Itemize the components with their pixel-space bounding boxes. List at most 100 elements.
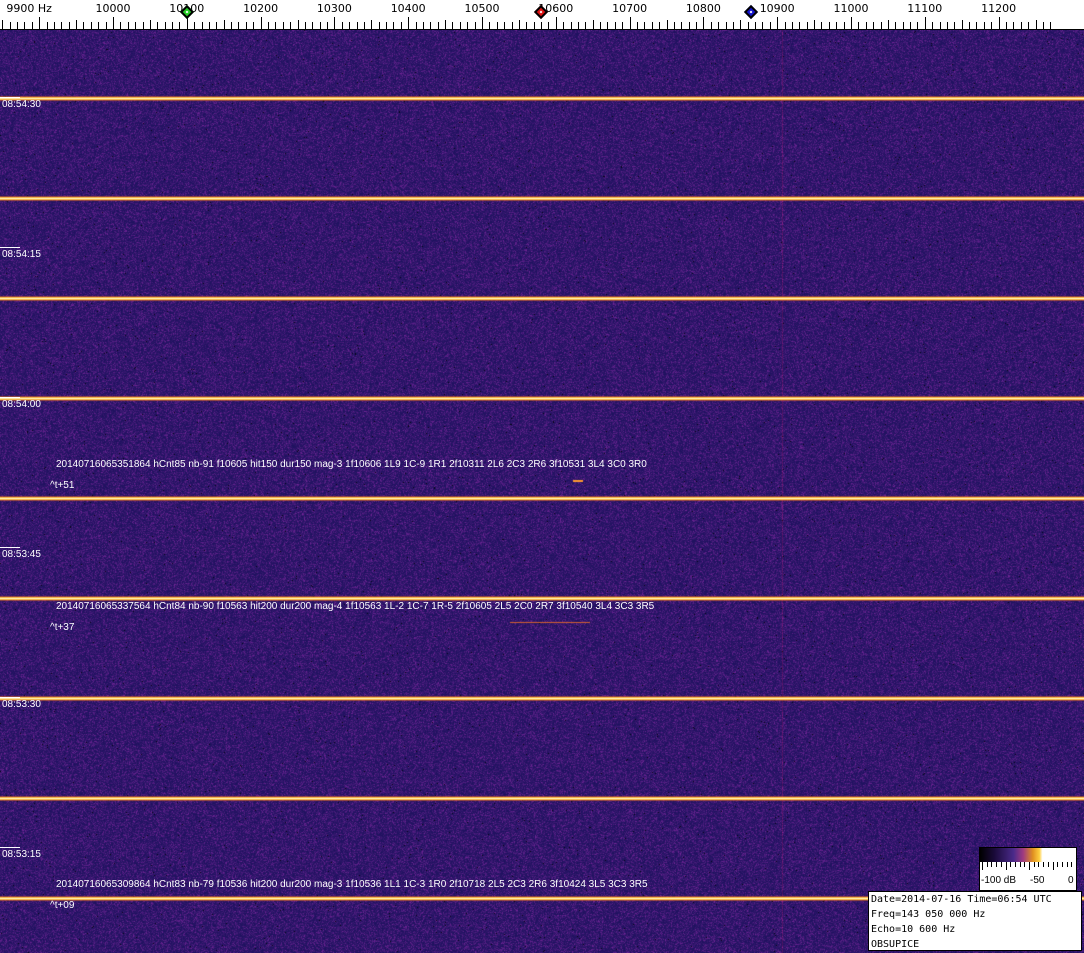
frequency-tick (903, 22, 904, 29)
colorbar-tick (1067, 862, 1068, 867)
frequency-tick (61, 22, 62, 29)
frequency-tick (925, 17, 926, 29)
frequency-tick (770, 22, 771, 29)
frequency-scale[interactable]: 9900 Hz100001010010200103001040010500106… (0, 0, 1084, 30)
frequency-label: 11200 (981, 2, 1016, 15)
time-marker-line (0, 97, 20, 98)
frequency-tick (917, 22, 918, 29)
frequency-label: 10400 (391, 2, 426, 15)
frequency-tick (622, 22, 623, 29)
colorbar-tick (1048, 862, 1049, 867)
frequency-tick (320, 22, 321, 29)
frequency-tick (209, 22, 210, 29)
frequency-tick (644, 22, 645, 29)
frequency-tick (231, 22, 232, 29)
colorbar-tick (1057, 862, 1058, 867)
frequency-tick (637, 22, 638, 29)
colorbar-tick (987, 862, 988, 867)
frequency-tick (571, 22, 572, 29)
frequency-tick (755, 22, 756, 29)
frequency-tick (98, 22, 99, 29)
frequency-label: 10800 (686, 2, 721, 15)
frequency-tick (681, 22, 682, 29)
colorbar-tick (982, 862, 983, 870)
colorbar-tick (996, 862, 997, 867)
frequency-tick (607, 22, 608, 29)
frequency-tick (386, 22, 387, 29)
frequency-tick (519, 20, 520, 29)
frequency-tick (268, 22, 269, 29)
frequency-tick (342, 22, 343, 29)
colorbar-tick (1062, 862, 1063, 867)
frequency-tick (689, 22, 690, 29)
frequency-tick (165, 22, 166, 29)
time-label: 08:54:30 (2, 99, 41, 110)
frequency-tick (327, 22, 328, 29)
frequency-tick (984, 22, 985, 29)
detection-annotation: 20140716065337564 hCnt84 nb-90 f10563 hi… (56, 601, 654, 612)
frequency-tick (954, 22, 955, 29)
frequency-tick (630, 17, 631, 29)
frequency-tick (275, 22, 276, 29)
frequency-tick (821, 22, 822, 29)
time-label: 08:54:00 (2, 399, 41, 410)
frequency-tick (157, 22, 158, 29)
frequency-label: 10500 (465, 2, 500, 15)
frequency-tick (585, 22, 586, 29)
frequency-tick (910, 22, 911, 29)
frequency-tick (873, 22, 874, 29)
colorbar: -100 dB -50 0 (979, 847, 1077, 891)
frequency-tick (17, 22, 18, 29)
frequency-tick (430, 22, 431, 29)
colorbar-tick (991, 862, 992, 867)
frequency-tick (962, 20, 963, 29)
detection-annotation: 20140716065351864 hCnt85 nb-91 f10605 hi… (56, 459, 647, 470)
frequency-tick (556, 17, 557, 29)
frequency-tick (829, 22, 830, 29)
frequency-tick (113, 17, 114, 29)
frequency-tick (194, 22, 195, 29)
frequency-tick (733, 22, 734, 29)
detection-offset: ^t+51 (50, 480, 74, 491)
frequency-tick (54, 22, 55, 29)
colorbar-tick (1001, 862, 1002, 867)
frequency-tick (814, 20, 815, 29)
frequency-tick (740, 20, 741, 29)
frequency-tick (785, 22, 786, 29)
frequency-tick (143, 22, 144, 29)
frequency-tick (541, 22, 542, 29)
frequency-tick (371, 20, 372, 29)
frequency-label: 9900 Hz (6, 2, 52, 15)
blue-marker-icon[interactable] (744, 5, 758, 19)
frequency-tick (762, 22, 763, 29)
frequency-tick (120, 22, 121, 29)
frequency-tick (512, 22, 513, 29)
frequency-tick (718, 22, 719, 29)
frequency-tick (534, 22, 535, 29)
frequency-tick (445, 20, 446, 29)
frequency-tick (423, 22, 424, 29)
frequency-tick (135, 22, 136, 29)
colorbar-tick (1038, 862, 1039, 867)
frequency-label: 10300 (317, 2, 352, 15)
frequency-tick (600, 22, 601, 29)
frequency-tick (150, 20, 151, 29)
time-marker-line (0, 547, 20, 548)
frequency-tick (667, 20, 668, 29)
colorbar-mid-label: -50 (1030, 875, 1044, 886)
frequency-tick (32, 22, 33, 29)
frequency-label: 10000 (96, 2, 131, 15)
time-marker-line (0, 847, 20, 848)
colorbar-tick (1015, 862, 1016, 867)
frequency-tick (482, 17, 483, 29)
frequency-tick (475, 22, 476, 29)
frequency-tick (593, 20, 594, 29)
frequency-tick (674, 22, 675, 29)
frequency-tick (858, 22, 859, 29)
info-echo: Echo=10 600 Hz (871, 922, 1081, 937)
frequency-tick (216, 22, 217, 29)
frequency-tick (467, 22, 468, 29)
frequency-label: 11000 (834, 2, 869, 15)
time-label: 08:53:45 (2, 549, 41, 560)
waterfall-display[interactable] (0, 30, 1084, 953)
